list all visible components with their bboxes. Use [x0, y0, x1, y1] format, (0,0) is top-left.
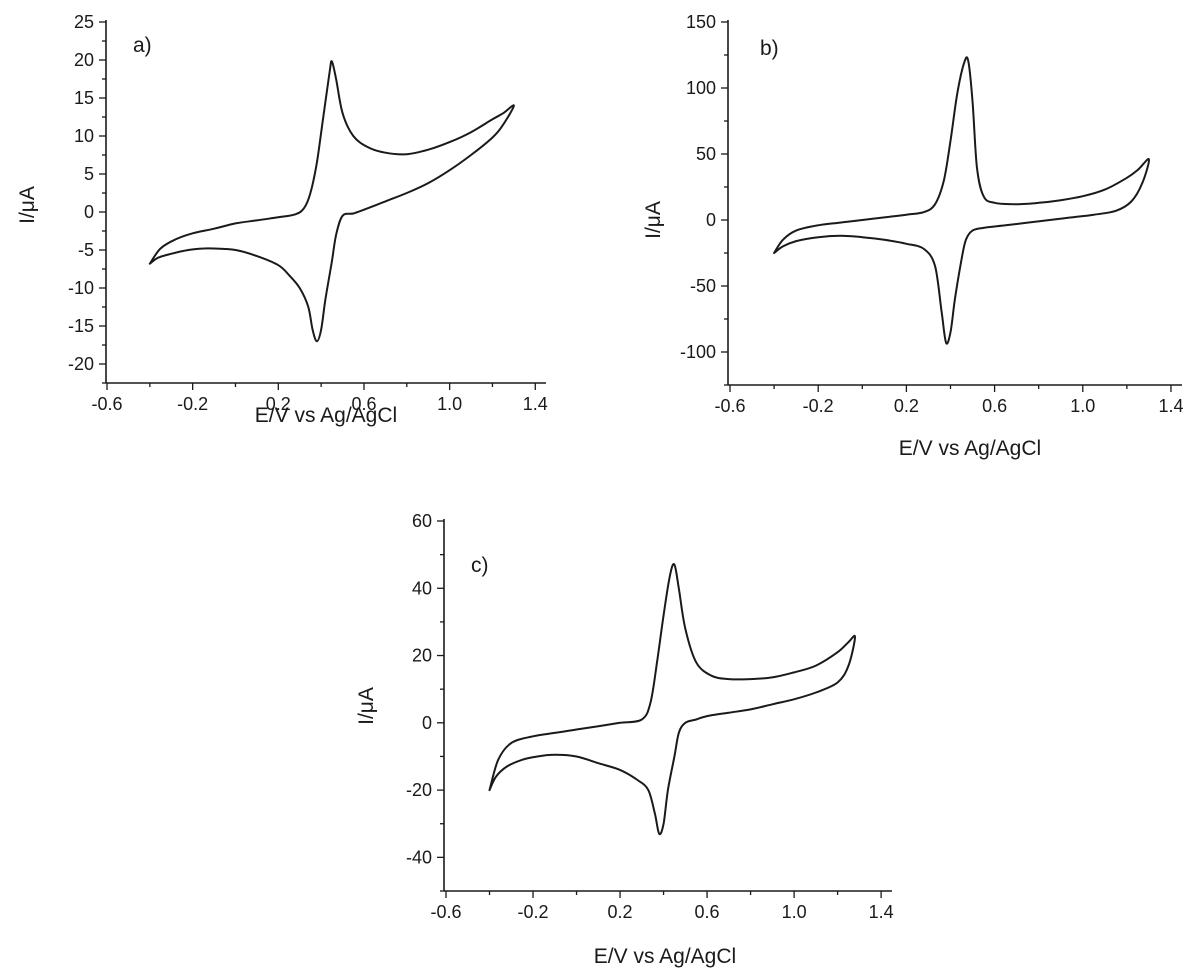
panel-b-x-tick-label: 1.4	[1158, 396, 1183, 416]
panel-c: c) E/V vs Ag/AgCl I/μA -0.6 -0.2 0.2 0.6 1.0…	[355, 511, 894, 968]
panel-a-x-tick-label: 0.2	[266, 394, 291, 414]
panel-c-y-tick-label: -20	[406, 780, 432, 800]
panel-c-ticks: -0.6 -0.2 0.2 0.6 1.0 1.4 60 40 20 0 -20 -40	[406, 511, 894, 922]
panel-b-x-tick-label: 1.0	[1070, 396, 1095, 416]
panel-a: a) E/V vs Ag/AgCl I/μA -0.6 -0.2 0.2 0.6 1.0…	[16, 12, 548, 427]
panel-a-y-tick-label: 20	[74, 50, 94, 70]
panel-b-plot	[773, 56, 1150, 345]
panel-a-x-axis-title: E/V vs Ag/AgCl	[255, 404, 397, 427]
panel-c-x-tick-label: 1.4	[869, 902, 894, 922]
panel-a-label: a)	[133, 34, 152, 57]
panel-b-y-tick-label: -50	[690, 276, 716, 296]
panel-a-y-tick-label: 0	[84, 202, 94, 222]
panel-c-x-tick-label: 1.0	[782, 902, 807, 922]
panel-b-ticks: -0.6 -0.2 0.2 0.6 1.0 1.4 150 100 50 0 -50 -100	[680, 12, 1184, 416]
panel-b-x-tick-label: -0.6	[714, 396, 745, 416]
panel-c-x-tick-label: 0.6	[695, 902, 720, 922]
panel-a-y-tick-label: -15	[68, 316, 94, 336]
panel-a-y-tick-label: -5	[78, 240, 94, 260]
panel-b-axes	[727, 20, 1182, 386]
panel-b-y-tick-label: 100	[686, 78, 716, 98]
panel-a-y-tick-label: -20	[68, 354, 94, 374]
panel-a-x-tick-label: 1.4	[523, 394, 548, 414]
panel-a-y-tick-label: 15	[74, 88, 94, 108]
panel-c-axes	[443, 519, 892, 892]
panel-c-plot	[488, 563, 856, 836]
panel-a-y-tick-label: 10	[74, 126, 94, 146]
panel-a-plot	[148, 60, 515, 343]
panel-c-y-tick-label: 40	[412, 578, 432, 598]
panel-b-y-tick-label: 50	[696, 144, 716, 164]
panel-c-x-axis-title: E/V vs Ag/AgCl	[594, 945, 736, 968]
panel-a-y-tick-label: -10	[68, 278, 94, 298]
panel-a-x-tick-label: -0.6	[91, 394, 122, 414]
panel-a-y-axis-title: I/μA	[16, 186, 39, 224]
panel-a-x-tick-label: -0.2	[177, 394, 208, 414]
panel-c-voltammogram-curve	[488, 563, 856, 836]
panel-a-x-tick-label: 0.6	[351, 394, 376, 414]
panel-b-y-tick-label: 0	[706, 210, 716, 230]
panel-c-label: c)	[471, 554, 489, 577]
panel-b-x-tick-label: -0.2	[803, 396, 834, 416]
panel-b-voltammogram-curve	[773, 56, 1150, 345]
panel-c-y-axis-title: I/μA	[355, 687, 378, 725]
panel-c-y-tick-label: 20	[412, 646, 432, 666]
panel-a-y-tick-label: 25	[74, 12, 94, 32]
panel-a-x-tick-label: 1.0	[437, 394, 462, 414]
panel-b-y-axis-title: I/μA	[642, 201, 665, 239]
panel-a-y-tick-label: 5	[84, 164, 94, 184]
panel-c-y-tick-label: 0	[422, 713, 432, 733]
panel-c-y-tick-label: 60	[412, 511, 432, 531]
panel-b-y-tick-label: -100	[680, 342, 716, 362]
panel-c-y-tick-label: -40	[406, 847, 432, 867]
panel-b-label: b)	[760, 37, 779, 60]
panel-b-x-tick-label: 0.2	[894, 396, 919, 416]
panel-c-x-tick-label: -0.2	[518, 902, 549, 922]
panel-a-axes	[105, 20, 546, 384]
panel-a-ticks: -0.6 -0.2 0.2 0.6 1.0 1.4 25 20 15 10 5 0 -5 -10 -15 -2…	[68, 12, 548, 414]
panel-c-x-tick-label: 0.2	[608, 902, 633, 922]
panel-c-x-tick-label: -0.6	[430, 902, 461, 922]
panel-b: b) E/V vs Ag/AgCl I/μA -0.6 -0.2 0.2 0.6 1.0…	[642, 12, 1183, 460]
panel-b-x-tick-label: 0.6	[982, 396, 1007, 416]
panel-a-voltammogram-curve	[148, 60, 515, 343]
panel-b-x-axis-title: E/V vs Ag/AgCl	[899, 437, 1041, 460]
panel-b-y-tick-label: 150	[686, 12, 716, 32]
